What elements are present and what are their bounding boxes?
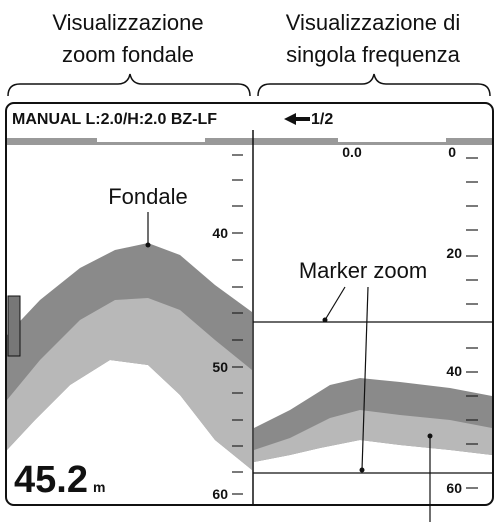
brace <box>257 73 491 97</box>
left-ticks <box>232 154 243 495</box>
caption: singola frequenza <box>286 42 460 67</box>
header-page: 1/2 <box>311 111 333 128</box>
gain-bar <box>7 295 21 357</box>
arrow-icon <box>284 113 310 125</box>
marker-label: Marker zoom <box>299 258 427 283</box>
depth-value: 45.2 <box>14 459 88 501</box>
offset-label: 0.0 <box>342 144 362 160</box>
strip-gap <box>97 138 205 142</box>
scale-label: 0 <box>448 144 456 160</box>
right-ticks <box>466 157 478 489</box>
header-mode: MANUAL L:2.0/H:2.0 BZ-LF <box>12 111 217 128</box>
seabed-label: Fondale <box>108 184 188 209</box>
strip-gap <box>338 138 446 142</box>
leader-dot <box>427 433 433 439</box>
leader <box>361 286 369 471</box>
leader-dot <box>359 467 365 473</box>
scale-label: 20 <box>446 245 462 261</box>
caption: zoom fondale <box>62 42 194 67</box>
seabed-tail <box>254 410 492 462</box>
scale-label: 60 <box>446 480 462 496</box>
caption: Visualizzazione di <box>286 10 460 35</box>
depth-unit: m <box>93 479 105 495</box>
strip <box>7 138 492 145</box>
leader <box>324 286 346 321</box>
caption: Visualizzazione <box>52 10 203 35</box>
scale-label: 60 <box>212 486 228 502</box>
leader-dot <box>145 242 151 248</box>
scale-label: 40 <box>212 225 228 241</box>
scale-label: 50 <box>212 359 228 375</box>
seabed-tail <box>7 298 252 470</box>
leader-dot <box>322 317 328 323</box>
scale-label: 40 <box>446 363 462 379</box>
brace <box>7 73 251 97</box>
